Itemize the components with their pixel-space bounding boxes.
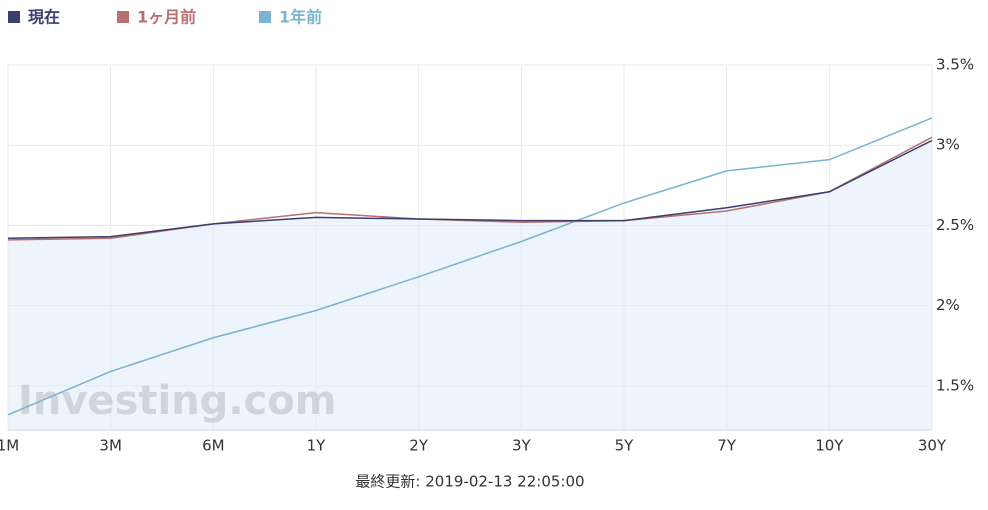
series-line (7, 136, 933, 241)
x-tick-label: 30Y (918, 437, 947, 455)
x-tick-label: 3Y (512, 437, 532, 455)
series-line (7, 139, 933, 240)
footer: 最終更新: 2019-02-13 22:05:00 (355, 473, 584, 491)
x-tick-label: 6M (202, 437, 225, 455)
legend-swatch (259, 11, 271, 23)
y-tick-label: 3% (936, 136, 960, 154)
y-tick-label: 2.5% (936, 216, 974, 234)
legend-swatch (117, 11, 129, 23)
x-tick-label: 7Y (717, 437, 737, 455)
x-tick-label: 5Y (615, 437, 635, 455)
x-tick-label: 10Y (815, 437, 844, 455)
y-tick-label: 1.5% (936, 376, 974, 394)
legend-label: 1年前 (279, 8, 322, 27)
y-tick-label: 2% (936, 296, 960, 314)
y-tick-label: 3.5% (936, 56, 974, 74)
x-tick-label: 1M (0, 437, 19, 455)
x-tick-label: 1Y (307, 437, 327, 455)
legend-label: 1ヶ月前 (137, 8, 196, 27)
x-tick-label: 3M (99, 437, 122, 455)
legend-swatch (8, 11, 20, 23)
watermark: Investing.com (18, 378, 336, 424)
x-tick-label: 2Y (409, 437, 429, 455)
series-line (7, 117, 933, 416)
legend-label: 現在 (28, 8, 60, 27)
